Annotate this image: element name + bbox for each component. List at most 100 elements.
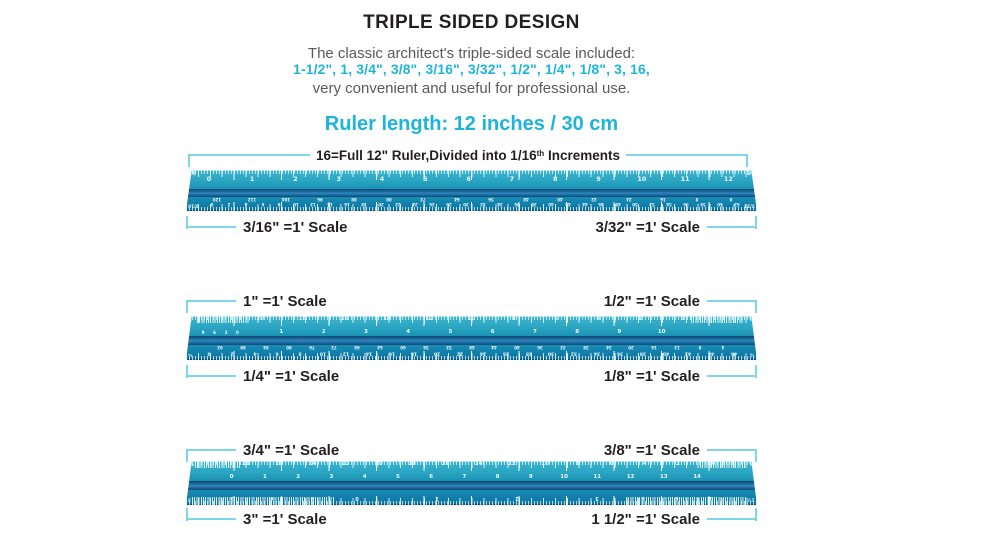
ruler-number: 6	[490, 328, 495, 335]
ruler-number: 72	[420, 196, 426, 202]
ruler-number: 9	[617, 328, 622, 335]
ruler-number: 44	[491, 344, 498, 350]
ruler-number: 44	[581, 201, 588, 207]
scale-label: 3/32" =1' Scale	[595, 218, 700, 236]
ruler-number: 20	[378, 201, 384, 207]
ruler-number: 16	[651, 344, 658, 350]
ruler-number: 8	[495, 473, 500, 480]
ruler-number: 8	[278, 201, 281, 207]
callout-corner	[186, 448, 188, 462]
ruler-corner-mark: ⅛	[750, 351, 755, 357]
ruler-number: 60	[717, 201, 723, 207]
ruler-corner-mark: ¾	[188, 461, 195, 468]
scale-callout-1-4: 1/4" =1' Scale	[186, 364, 346, 385]
scale-callout-1-2: 1/2" =1' Scale	[597, 293, 757, 313]
scale-callout-1-1-2: 1 1/2" =1' Scale	[584, 507, 757, 528]
ruler-number: 4	[642, 461, 647, 467]
ruler-number: 3	[363, 328, 368, 335]
ruler-number: 16	[340, 316, 349, 322]
ruler-number: 4	[244, 201, 247, 207]
ruler-corner-mark: 1	[188, 316, 193, 323]
bracket-corner-right	[746, 153, 748, 167]
intro-line-1: The classic architect's triple-sided sca…	[307, 45, 636, 62]
callout-line	[188, 375, 236, 377]
intro-scale-list: 1-1/2", 1, 3/4", 3/8", 3/16", 3/32", 1/2…	[293, 62, 650, 77]
ruler-number: 12	[626, 473, 635, 480]
ruler-mid-face	[186, 188, 757, 197]
ruler-number: 6	[270, 495, 274, 501]
ruler-number: 36	[513, 201, 520, 207]
ruler-number: 16	[344, 201, 351, 207]
scale-label: 1/4" =1' Scale	[243, 367, 340, 385]
scale-callout-3in: 3" =1' Scale	[186, 507, 334, 528]
ruler-top-face: 20 18 16 14 12 10 8 6 4 2 0 1 2 3 4 5 6 7 8 9 10 9 6 3 0 1 ½	[186, 316, 757, 337]
ruler-number: 48	[468, 344, 475, 350]
scale-callout-row: 1/4" =1' Scale 1/8" =1' Scale	[186, 364, 757, 386]
ruler-number: 40	[662, 350, 669, 356]
ruler-corner-mark: 1½	[747, 496, 755, 502]
ruler-number: 14	[693, 473, 701, 480]
ruler-number: 12	[342, 350, 350, 356]
ruler-number: 30	[548, 350, 555, 356]
ruler-number: 96	[317, 196, 323, 202]
ruler-number: 120	[213, 196, 222, 202]
bracket-line-right	[626, 154, 746, 156]
ruler-number: 48	[522, 196, 529, 202]
ruler-length-heading: Ruler length: 12 inches / 30 cm	[324, 113, 619, 135]
ruler-number: 8	[552, 175, 558, 184]
scale-callout-1in: 1" =1' Scale	[186, 293, 334, 313]
ruler-number: 6	[675, 495, 679, 501]
ruler-number: 6	[213, 330, 216, 336]
ruler-graphic-2: 20 18 16 14 12 10 8 6 4 2 0 1 2 3 4 5 6 7 8 9 10 9 6 3 0 1 ½ 0 2 4 6 8 1…	[186, 316, 757, 360]
ruler-number: 14	[327, 201, 334, 207]
ruler-number: 24	[308, 461, 317, 467]
ruler-number: 16	[441, 461, 450, 467]
ruler-number: 8	[695, 196, 699, 202]
callout-line	[707, 518, 755, 520]
ruler-corner-mark: 3/16	[188, 202, 200, 208]
ruler-number: 68	[354, 344, 361, 350]
ruler-number: 0	[729, 196, 733, 202]
ruler-number: 2	[227, 201, 231, 207]
ruler-number: 28	[242, 461, 250, 467]
ruler-hatch-block	[194, 461, 241, 468]
ruler-number: 6	[261, 201, 264, 207]
ruler-number: 10	[319, 350, 327, 356]
ruler-number: 26	[502, 350, 509, 356]
ruler-number: 28	[582, 344, 589, 350]
ruler-number: 24	[625, 196, 632, 202]
ruler-top-face: 28 26 24 22 20 18 16 14 12 10 8 6 4 2 0 0 1 2 3 4 5 6 7 8 9 10 11 1…	[186, 461, 757, 482]
callout-corner	[755, 448, 757, 462]
ruler-number: 7	[509, 175, 515, 184]
ruler-number: 40	[514, 344, 520, 350]
ruler-number: 36	[537, 344, 543, 350]
ruler-number: 11	[593, 473, 602, 480]
ruler-corner-mark: 16	[746, 170, 755, 177]
scale-label: 3/16" =1' Scale	[243, 218, 348, 236]
callout-line	[188, 449, 236, 451]
callout-line	[707, 375, 755, 377]
ruler-number: 2	[676, 461, 680, 467]
ruler-number: 88	[240, 344, 246, 350]
callout-corner	[186, 364, 188, 378]
ruler-number: 72	[331, 344, 338, 350]
ruler-hatch-block	[625, 496, 746, 505]
scale-label: 1 1/2" =1' Scale	[591, 510, 700, 528]
ruler-number: 10	[541, 461, 549, 467]
ruler-number: 64	[454, 196, 461, 202]
scale-label: 3" =1' Scale	[243, 510, 327, 528]
ruler-number: 14	[365, 350, 372, 356]
callout-line	[707, 226, 755, 228]
ruler-number: 56	[423, 344, 429, 350]
ruler-graphic-1: 0 1 2 3 4 5 6 7 8 9 10 11 12 16 16 0 2 4 6 8 10 12 14 16 18 20 22 2…	[186, 170, 757, 211]
ruler-number: 12	[425, 316, 434, 322]
ruler-graphic-3: 28 26 24 22 20 18 16 14 12 10 8 6 4 2 0 0 1 2 3 4 5 6 7 8 9 10 11 1…	[186, 461, 757, 505]
ruler-number: 64	[377, 344, 383, 350]
ruler-corner-mark: 3/32	[743, 202, 755, 208]
ruler-number: 52	[649, 201, 656, 207]
ruler-number: 8	[511, 316, 516, 322]
ruler-number: 0	[207, 350, 211, 356]
ruler-number: 60	[400, 344, 406, 350]
callout-corner	[755, 299, 757, 313]
intro-line-3: very convenient and useful for professio…	[312, 80, 631, 97]
